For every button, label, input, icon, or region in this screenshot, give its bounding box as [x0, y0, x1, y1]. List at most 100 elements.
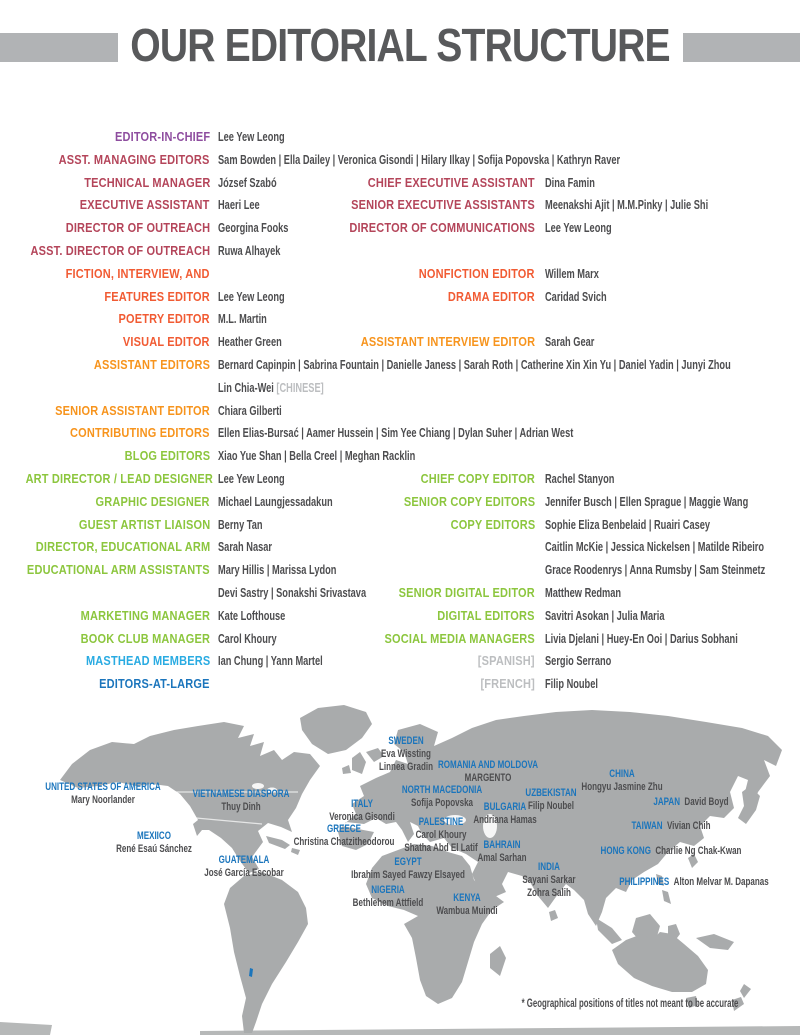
names-text: Sergio Serrano: [545, 654, 612, 669]
map-country-label: MEXIICO: [137, 830, 171, 842]
map-label-line: BULGARIA: [473, 801, 536, 814]
masthead-row: DIRECTOR, EDUCATIONAL ARM Sarah Nasar Cait…: [0, 536, 800, 559]
names-text: Michael Laungjessadakun: [218, 494, 333, 509]
role-label: EXECUTIVE ASSISTANT: [80, 198, 210, 213]
map-label: SWEDEN Eva Wissting Linnea Gradin: [379, 735, 433, 774]
role-label: MASTHEAD MEMBERS: [85, 654, 210, 669]
map-label-line: Zohra Salih: [522, 887, 575, 900]
role-label: POETRY EDITOR: [118, 312, 210, 327]
map-country-label: UZBEKISTAN: [525, 787, 577, 799]
map-label-line: Bethlehem Attfield: [353, 897, 424, 910]
map-person-name: José García Escobar: [204, 866, 284, 879]
names-text: Mary Hillis | Marissa Lydon: [218, 563, 337, 578]
map-country-label: BULGARIA: [483, 801, 527, 813]
map-label: HONG KONG Charlie Ng Chak-Kwan: [601, 845, 742, 858]
role-label: BLOG EDITORS: [124, 449, 210, 464]
masthead-row: BOOK CLUB MANAGER Carol Khoury SOCIAL MEDI…: [0, 628, 800, 651]
role-label: SENIOR EXECUTIVE ASSISTANTS: [351, 198, 535, 213]
role-label: FICTION, INTERVIEW, AND: [65, 266, 210, 281]
map-label-line: ROMANIA AND MOLDOVA: [438, 759, 538, 772]
map-country-label: SWEDEN: [388, 735, 424, 747]
language-tag: [CHINESE]: [273, 380, 324, 395]
role-label: CHIEF COPY EDITOR: [420, 471, 535, 486]
map-label-line: MARGENTO: [438, 772, 538, 785]
names-text: Carol Khoury: [218, 631, 277, 646]
masthead-row: ASSISTANT EDITORS Bernard Capinpin | Sabr…: [0, 354, 800, 377]
masthead-row: EDITORS-AT-LARGE [FRENCH] Filip Noubel: [0, 673, 800, 696]
names-text: Xiao Yue Shan | Bella Creel | Meghan Rac…: [218, 449, 416, 464]
map-label-line: Hongyu Jasmine Zhu: [581, 781, 662, 794]
names-text: Grace Roodenrys | Anna Rumsby | Sam Stei…: [545, 563, 766, 578]
continent-north-america: [60, 722, 320, 873]
names-text: Rachel Stanyon: [545, 471, 615, 486]
map-label: ROMANIA AND MOLDOVA MARGENTO: [438, 759, 538, 785]
map-person-name: David Boyd: [684, 796, 729, 808]
names-text: Sam Bowden | Ella Dailey | Veronica Giso…: [218, 152, 621, 167]
names-text: Ian Chung | Yann Martel: [218, 654, 323, 669]
header-bar-right: [683, 33, 800, 62]
map-label-line: René Esaú Sánchez: [116, 843, 192, 856]
map-label: ITALY Veronica Gisondi: [329, 798, 395, 824]
map-label-line: Shatha Abd El Latif: [404, 842, 477, 855]
map-label-line: Amal Sarhan: [477, 852, 526, 865]
map-country-label: ROMANIA AND MOLDOVA: [437, 759, 539, 771]
masthead-row: MASTHEAD MEMBERS Ian Chung | Yann Martel […: [0, 650, 800, 673]
role-label: FEATURES EDITOR: [104, 289, 210, 304]
map-label-line: Andriana Hamas: [473, 814, 536, 827]
map-label: GREECE Christina Chatzitheodorou: [294, 823, 395, 849]
map-footnote: * Geographical positions of titles not m…: [521, 998, 739, 1010]
role-label: ASSISTANT INTERVIEW EDITOR: [360, 335, 535, 350]
map-person-name: Wambua Muindi: [436, 904, 498, 917]
names-text: Meenakshi Ajit | M.M.Pinky | Julie Shi: [545, 198, 709, 213]
map-label: UZBEKISTAN Filip Noubel: [525, 787, 576, 813]
names-text: Filip Noubel: [545, 677, 598, 692]
map-label-line: UNITED STATES OF AMERICA: [45, 781, 160, 794]
role-label: ART DIRECTOR / LEAD DESIGNER: [25, 471, 214, 486]
names-text: Lee Yew Leong: [218, 289, 285, 304]
map-label: PHILIPPINES Alton Melvar M. Dapanas: [619, 876, 768, 889]
map-person-name: Eva Wissting: [381, 747, 431, 760]
map-label-line: KENYA: [436, 892, 497, 905]
names-text: Bernard Capinpin | Sabrina Fountain | Da…: [218, 357, 731, 372]
names-text: Sophie Eliza Benbelaid | Ruairi Casey: [545, 517, 711, 532]
masthead-row: GRAPHIC DESIGNER Michael Laungjessadakun S…: [0, 491, 800, 514]
map-label-line: Linnea Gradin: [379, 761, 433, 774]
map-person-name: Mary Noorlander: [71, 793, 135, 806]
masthead-row: MARKETING MANAGER Kate Lofthouse DIGITAL E…: [0, 605, 800, 628]
map-label: PALESTINE Carol Khoury Shatha Abd El Latif: [404, 816, 477, 855]
names-text: Jennifer Busch | Ellen Sprague | Maggie …: [545, 494, 749, 509]
names-text: Willem Marx: [545, 266, 599, 281]
map-label-line: ITALY: [329, 798, 395, 811]
map-label: JAPAN David Boyd: [653, 796, 728, 809]
map-person-name: Christina Chatzitheodorou: [293, 835, 395, 848]
role-label: COPY EDITORS: [450, 517, 535, 532]
map-person-name: Thuy Dinh: [221, 800, 261, 813]
names-text: Sarah Nasar: [218, 540, 272, 555]
names-text: Georgina Fooks: [218, 221, 289, 236]
map-country-label: HONG KONG: [600, 845, 651, 857]
role-label: ASST. MANAGING EDITORS: [59, 152, 210, 167]
map-label-line: Filip Noubel: [525, 800, 576, 813]
islands-japan: [738, 786, 760, 824]
masthead-row: Lin Chia-Wei [CHINESE]: [0, 377, 800, 400]
map-label-line: Sayani Sarkar: [522, 874, 575, 887]
map-label: GUATEMALA José García Escobar: [204, 854, 283, 880]
map-label-line: SWEDEN: [379, 735, 433, 748]
names-text: Heather Green: [218, 335, 282, 350]
map-label: VIETNAMESE DIASPORA Thuy Dinh: [193, 788, 290, 814]
map-person-name: Charlie Ng Chak-Kwan: [655, 845, 742, 857]
names-text: Devi Sastry | Sonakshi Srivastava: [218, 585, 367, 600]
role-label: DIRECTOR OF COMMUNICATIONS: [349, 221, 535, 236]
map-label: TAIWAN Vivian Chih: [631, 820, 710, 833]
map-country-label: ITALY: [351, 798, 373, 810]
names-text: Dina Famin: [545, 175, 595, 190]
map-person-name: Sofija Popovska: [410, 796, 474, 809]
map-marker-chile: [249, 968, 253, 977]
map-person-name: MARGENTO: [464, 771, 512, 784]
map-person-name: Amal Sarhan: [477, 851, 527, 864]
names-text: Sarah Gear: [545, 335, 595, 350]
names-text: Lin Chia-Wei [CHINESE]: [218, 380, 324, 395]
role-label: MARKETING MANAGER: [80, 608, 210, 623]
map-label-line: NORTH MACEDONIA: [402, 784, 482, 797]
map-country-label: TAIWAN: [631, 820, 663, 832]
